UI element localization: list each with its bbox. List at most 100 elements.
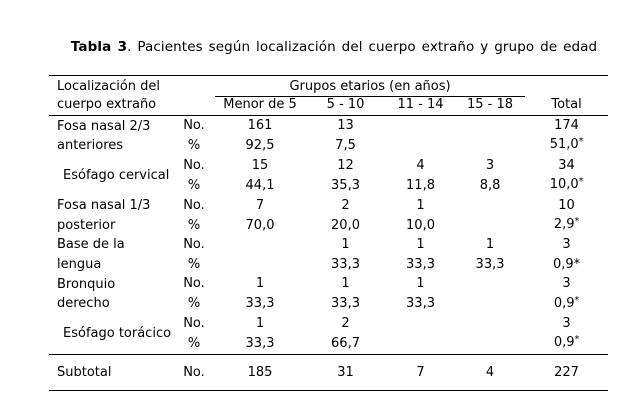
count-cell: 3 [485,157,495,173]
count-cell: 1 [416,237,425,253]
row-1-percent: % 44,1 35,3 11,8 8,8 10,0* [49,175,608,195]
subtotal-value-5-10: 31 [305,353,387,391]
percent-cell [455,333,525,354]
total-percent-cell: 51,0* [525,135,608,155]
subtotal-row: Subtotal No. 185 31 7 4 227 [49,353,609,391]
count-cell [455,314,525,333]
row-type-no: No. [183,316,205,332]
percent-cell: 20,0 [331,217,360,233]
row-4-count: Bronquio derecho No. 1 1 1 3 [49,274,608,311]
subtotal-value-total: 227 [525,353,609,391]
location-line: Fosa nasal 2/3 [57,118,151,134]
count-cell: 1 [485,237,495,253]
percent-cell: 35,3 [331,177,360,193]
percent-cell: 33,3 [406,296,435,312]
table-body: Fosa nasal 2/3 anteriores No. 161 1 3 1 7 4% 92,5… [49,116,608,355]
percent-cell [215,255,305,274]
asterisk-marker: * [574,216,580,228]
count-cell [455,274,525,293]
col-header-age-under5: Menor de 5 [215,96,306,116]
percent-cell: 33,3 [245,335,275,351]
total-percent-cell: 0,9* [525,333,608,354]
count-cell [455,196,525,215]
asterisk-marker: * [574,334,580,346]
col-header-age-15-18: 15 - 18 [455,96,526,116]
header-row-groups: Localización del cuerpo extraño Grupos e… [49,75,609,116]
location-line: Bronquio [57,276,116,292]
percent-cell [386,333,455,354]
count-cell: 1 [341,237,350,253]
count-cell [386,116,455,136]
table-footer: Subtotal No. 185 31 7 4 227 [49,353,609,391]
percent-cell [386,135,455,155]
total-count-cell: 10 [558,197,575,213]
row-5-percent: % 33,3 66,7 0,9* [49,333,608,354]
col-header-age-11-14: 11 - 14 [386,96,456,116]
row-0-percent: % 92,5 7,5 51,0* [49,135,608,155]
total-count-cell: 3 [562,316,571,332]
count-cell [386,314,455,333]
subtotal-value-11-14: 7 [386,353,456,391]
table-header: Localización del cuerpo extraño Grupos e… [49,75,609,116]
data-table: Localización del cuerpo extraño Grupos e… [49,75,609,391]
percent-cell: 33,3 [475,256,505,272]
row-type-percent: % [187,217,201,233]
percent-cell: 10,0 [406,217,435,233]
count-cell: 15 [251,157,269,173]
location-line: lengua [57,256,102,272]
count-cell: 4 [416,157,425,173]
location-line: Base de la [57,237,125,253]
percent-cell: 33,3 [331,296,360,312]
count-cell [215,235,305,254]
percent-cell [455,215,525,235]
count-cell: 2 [341,316,350,332]
row-type-percent: % [187,296,201,312]
location-cell: Bronquio derecho [49,274,173,314]
percent-cell [455,135,525,155]
row-type-no: No. [183,276,205,292]
percent-cell: 44,1 [245,177,275,193]
total-percent-cell: 2,9* [525,215,608,235]
location-cell: Base de la lengua [49,235,173,274]
total-percent-cell: 0,9* [525,294,608,314]
row-2-count: Fosa nasal 1/3 posterior No. 7 2 1 10 [49,196,608,233]
count-cell: 1 [416,197,425,213]
total-percent-cell: 0,9* [552,256,581,272]
total-count-cell: 3 [562,237,571,253]
row-type-percent: % [187,335,201,351]
count-cell: 2 [341,197,350,213]
row-1-count: Esófago cervical No. 15 12 4 3 34 [49,156,608,183]
count-cell: 1 [255,316,265,332]
row-type-percent: % [187,256,201,272]
row-2-percent: % 70,0 20,0 10,0 2,9* [49,215,608,235]
col-header-location-line1: Localización del [57,78,161,94]
asterisk-marker-inline: * [573,256,581,272]
col-header-total: Total [525,75,609,116]
header-row-ages: Menor de 5 5 - 10 11 - 14 15 - 18 [49,96,608,116]
caption-label: Tabla 3 [70,39,128,55]
row-0-count: Fosa nasal 2/3 anteriores No. 161 13 174 [49,116,608,153]
asterisk-marker: * [578,136,584,148]
count-cell: 12 [337,157,354,173]
col-header-age-groups: Grupos etarios (en años) [215,75,526,97]
total-count-cell: 34 [558,157,575,173]
percent-cell: 92,5 [245,137,275,153]
col-header-age-5-10: 5 - 10 [305,96,387,116]
count-cell [455,116,525,136]
percent-cell: 33,3 [331,256,360,272]
asterisk-marker: * [574,294,580,306]
row-type-percent: % [187,137,201,153]
count-cell: 7 [255,197,265,213]
row-5-count: Esófago torácico No. 1 2 3 [49,314,608,341]
count-cell: 1 [255,276,265,292]
location-cell: Fosa nasal 1/3 posterior [49,196,173,236]
total-count-cell: 3 [562,276,571,292]
location-line: posterior [57,217,116,233]
count-cell: 161 [247,118,273,133]
table-caption: Tabla 3. Pacientes según localización de… [54,39,614,55]
row-type-no: No. [183,118,205,133]
location-line: anteriores [57,137,124,153]
row-type-no: No. [183,237,205,253]
percent-cell: 33,3 [245,296,275,312]
